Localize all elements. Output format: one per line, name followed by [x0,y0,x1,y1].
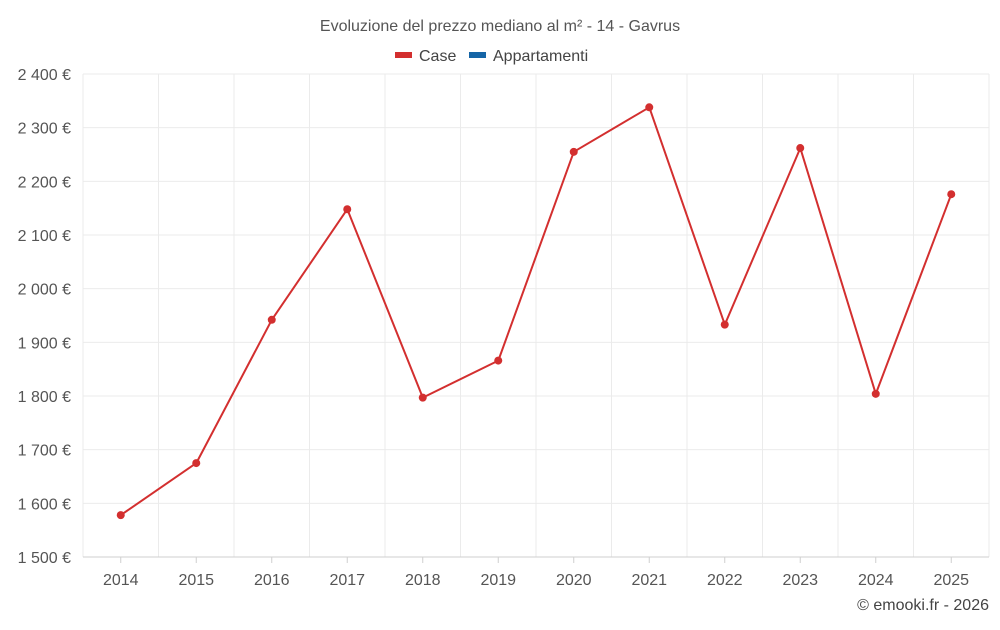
data-point-case-2018[interactable] [418,393,427,402]
x-tick-label-2015: 2015 [178,572,214,589]
data-point-case-2022[interactable] [720,320,729,329]
x-tick-label-2022: 2022 [707,572,743,589]
x-tick-label-2020: 2020 [556,572,592,589]
legend-swatch-appartamenti [469,52,486,58]
credit-text: © emooki.fr - 2026 [857,597,989,614]
x-tick-label-2024: 2024 [858,572,894,589]
y-tick-label: 1 600 € [18,496,71,513]
x-tick-label-2023: 2023 [782,572,818,589]
chart-title: Evoluzione del prezzo mediano al m² - 14… [320,18,680,35]
legend-swatch-case [395,52,412,58]
x-tick-label-2021: 2021 [631,572,667,589]
y-axis-labels: 1 500 € 1 600 € 1 700 € 1 800 € 1 900 € 2 000… [18,67,71,567]
legend-item-appartamenti[interactable]: Appartamenti [469,48,588,65]
data-point-case-2019[interactable] [494,356,503,365]
data-point-case-2025[interactable] [947,190,956,199]
y-tick-label: 2 000 € [18,282,71,299]
y-tick-label: 1 500 € [18,550,71,567]
data-point-case-2017[interactable] [343,205,352,214]
x-tick-label-2014: 2014 [103,572,139,589]
legend-label-case: Case [419,48,456,65]
y-tick-label: 1 900 € [18,335,71,352]
y-tick-label: 2 100 € [18,228,71,245]
y-tick-label: 2 400 € [18,67,71,84]
data-point-case-2024[interactable] [871,389,880,398]
data-point-case-2020[interactable] [569,147,578,156]
x-axis-labels: 2014 2015 2016 2017 2018 2019 2020 2021 2022 2023… [103,557,969,589]
x-tick-label-2019: 2019 [480,572,516,589]
data-point-case-2016[interactable] [267,315,276,324]
data-point-case-2015[interactable] [192,459,201,468]
series-layer [116,103,956,520]
y-tick-label: 1 700 € [18,443,71,460]
data-point-case-2014[interactable] [116,511,125,520]
x-tick-label-2017: 2017 [329,572,365,589]
legend-item-case[interactable]: Case [395,48,456,65]
x-tick-label-2018: 2018 [405,572,441,589]
y-tick-label: 2 200 € [18,174,71,191]
series-line-case [120,106,953,516]
data-point-case-2021[interactable] [645,103,654,112]
x-tick-label-2025: 2025 [933,572,969,589]
y-tick-label: 2 300 € [18,121,71,138]
legend: Case Appartamenti [395,48,588,65]
data-point-case-2023[interactable] [796,144,805,153]
x-gridlines [82,74,990,557]
x-tick-label-2016: 2016 [254,572,290,589]
legend-label-appartamenti: Appartamenti [493,48,588,65]
y-tick-label: 1 800 € [18,389,71,406]
